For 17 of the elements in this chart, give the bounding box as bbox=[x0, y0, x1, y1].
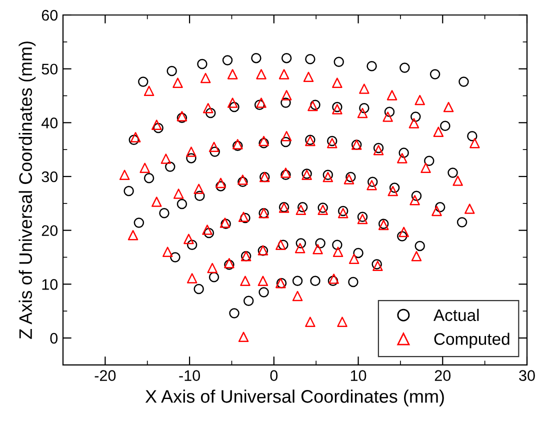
y-tick-label: 50 bbox=[42, 64, 58, 75]
y-tick-label: 40 bbox=[42, 118, 58, 128]
x-tick-label: 10 bbox=[350, 370, 366, 381]
legend-label: Actual bbox=[433, 308, 479, 322]
legend-label: Computed bbox=[434, 332, 510, 348]
y-tick-label: 10 bbox=[42, 279, 58, 290]
x-axis-title: X Axis of Universal Coordinates (mm) bbox=[145, 390, 444, 406]
x-tick-label: 0 bbox=[270, 370, 278, 381]
x-tick-label: -20 bbox=[94, 370, 116, 381]
y-tick-label: 0 bbox=[50, 332, 58, 344]
y-tick-label: 60 bbox=[42, 10, 58, 21]
x-tick-label: -10 bbox=[179, 370, 200, 381]
x-tick-label: 30 bbox=[519, 370, 535, 381]
y-axis-title: Z Axis of Universal Coordinates (mm) bbox=[18, 42, 36, 339]
y-tick-label: 30 bbox=[42, 171, 58, 182]
x-tick-label: 20 bbox=[434, 370, 451, 381]
y-tick-label: 20 bbox=[42, 225, 58, 236]
